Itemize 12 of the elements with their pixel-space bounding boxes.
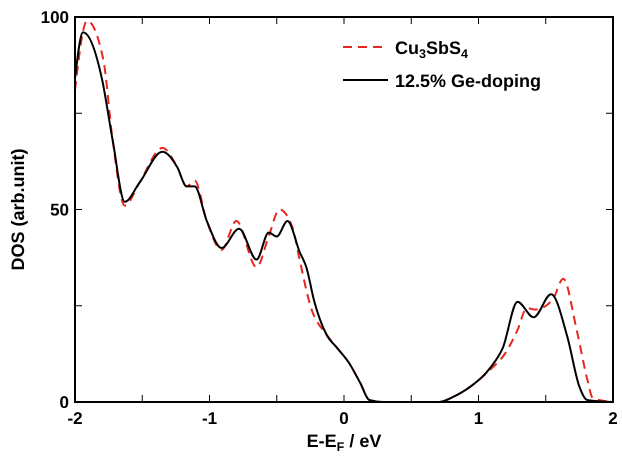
y-tick-label: 50 xyxy=(50,200,69,220)
legend-label: 12.5% Ge-doping xyxy=(395,71,542,91)
x-tick-label: -2 xyxy=(67,409,83,428)
x-axis-title: E-E$_{F}$ / eV xyxy=(306,431,382,454)
x-tick-label: 0 xyxy=(339,409,349,428)
y-tick-label: 100 xyxy=(40,8,69,27)
y-axis-title: DOS (arb.unit) xyxy=(8,148,28,270)
legend-label: Cu$_{3}$SbS$_{4}$ xyxy=(395,38,468,61)
x-tick-label: 1 xyxy=(474,409,484,428)
x-tick-label: 2 xyxy=(608,409,618,428)
x-tick-label: -1 xyxy=(202,409,218,428)
y-tick-label: 0 xyxy=(60,393,69,412)
